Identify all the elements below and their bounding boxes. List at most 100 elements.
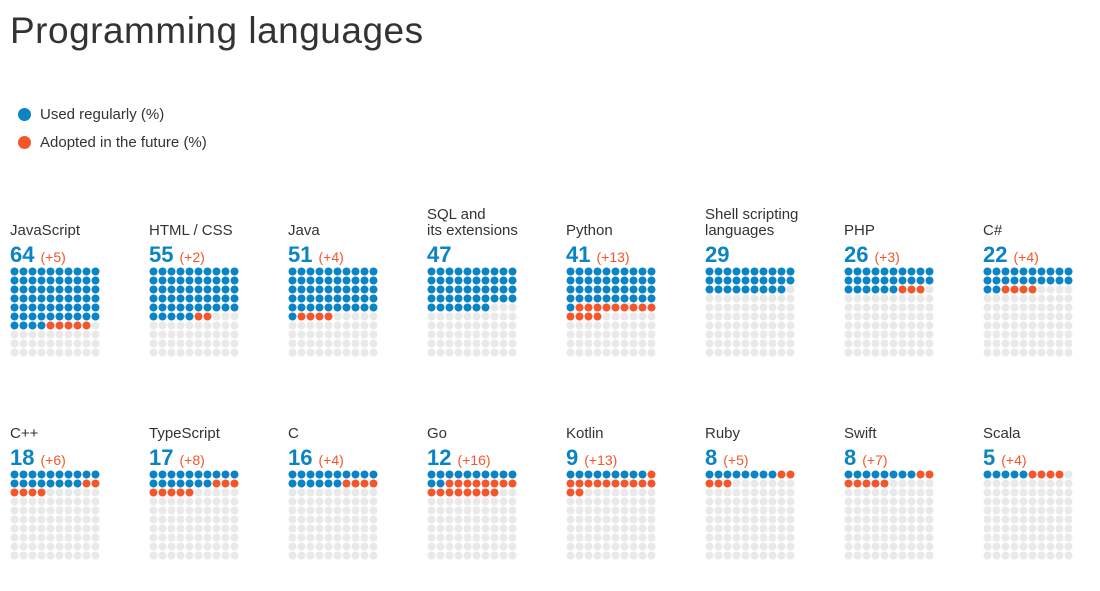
future-dot bbox=[463, 488, 472, 497]
empty-dot bbox=[149, 497, 158, 506]
used-dot bbox=[499, 470, 508, 479]
empty-dot bbox=[777, 330, 786, 339]
empty-dot bbox=[1064, 321, 1073, 330]
legend-item-future: Adopted in the future (%) bbox=[18, 128, 207, 156]
empty-dot bbox=[297, 339, 306, 348]
used-value: 22 bbox=[983, 242, 1008, 267]
empty-dot bbox=[508, 533, 517, 542]
used-dot bbox=[73, 285, 82, 294]
empty-dot bbox=[463, 321, 472, 330]
empty-dot bbox=[862, 551, 871, 560]
empty-dot bbox=[898, 312, 907, 321]
used-dot bbox=[185, 285, 194, 294]
empty-dot bbox=[445, 321, 454, 330]
used-dot bbox=[750, 470, 759, 479]
future-dot bbox=[777, 470, 786, 479]
future-dot bbox=[584, 312, 593, 321]
used-dot bbox=[853, 276, 862, 285]
future-dot bbox=[55, 321, 64, 330]
empty-dot bbox=[611, 506, 620, 515]
empty-dot bbox=[1028, 506, 1037, 515]
used-dot bbox=[297, 294, 306, 303]
empty-dot bbox=[638, 551, 647, 560]
empty-dot bbox=[91, 339, 100, 348]
used-dot bbox=[46, 294, 55, 303]
used-dot bbox=[853, 285, 862, 294]
empty-dot bbox=[1064, 506, 1073, 515]
empty-dot bbox=[1046, 542, 1055, 551]
empty-dot bbox=[1055, 285, 1064, 294]
empty-dot bbox=[158, 330, 167, 339]
used-dot bbox=[369, 294, 378, 303]
empty-dot bbox=[925, 312, 934, 321]
empty-dot bbox=[916, 542, 925, 551]
used-dot bbox=[28, 285, 37, 294]
used-dot bbox=[508, 267, 517, 276]
empty-dot bbox=[1010, 524, 1019, 533]
future-dot bbox=[647, 303, 656, 312]
used-dot bbox=[889, 276, 898, 285]
empty-dot bbox=[360, 506, 369, 515]
empty-dot bbox=[212, 312, 221, 321]
legend-dot-future bbox=[18, 135, 31, 149]
empty-dot bbox=[602, 551, 611, 560]
empty-dot bbox=[1064, 524, 1073, 533]
empty-dot bbox=[1064, 479, 1073, 488]
empty-dot bbox=[158, 339, 167, 348]
empty-dot bbox=[333, 524, 342, 533]
empty-dot bbox=[862, 303, 871, 312]
used-dot bbox=[862, 267, 871, 276]
empty-dot bbox=[1046, 488, 1055, 497]
empty-dot bbox=[898, 551, 907, 560]
empty-dot bbox=[992, 551, 1001, 560]
empty-dot bbox=[1001, 515, 1010, 524]
used-dot bbox=[602, 276, 611, 285]
used-dot bbox=[82, 294, 91, 303]
empty-dot bbox=[221, 339, 230, 348]
used-dot bbox=[167, 285, 176, 294]
language-name: TypeScript bbox=[149, 425, 220, 442]
empty-dot bbox=[853, 488, 862, 497]
used-dot bbox=[369, 276, 378, 285]
used-dot bbox=[167, 479, 176, 488]
empty-dot bbox=[212, 551, 221, 560]
empty-dot bbox=[46, 488, 55, 497]
empty-dot bbox=[499, 515, 508, 524]
empty-dot bbox=[194, 348, 203, 357]
used-dot bbox=[315, 479, 324, 488]
used-dot bbox=[593, 285, 602, 294]
empty-dot bbox=[925, 542, 934, 551]
empty-dot bbox=[176, 321, 185, 330]
used-dot bbox=[73, 294, 82, 303]
used-dot bbox=[28, 267, 37, 276]
future-dot bbox=[46, 321, 55, 330]
empty-dot bbox=[566, 515, 575, 524]
empty-dot bbox=[925, 285, 934, 294]
used-dot bbox=[508, 276, 517, 285]
empty-dot bbox=[212, 330, 221, 339]
empty-dot bbox=[611, 339, 620, 348]
empty-dot bbox=[575, 497, 584, 506]
empty-dot bbox=[454, 551, 463, 560]
used-dot bbox=[880, 276, 889, 285]
language-card: Python 41 (+13) bbox=[566, 223, 696, 357]
used-dot bbox=[297, 276, 306, 285]
used-dot bbox=[705, 276, 714, 285]
used-dot bbox=[436, 294, 445, 303]
future-value: (+4) bbox=[318, 452, 344, 468]
future-dot bbox=[28, 488, 37, 497]
used-dot bbox=[212, 276, 221, 285]
used-dot bbox=[1001, 470, 1010, 479]
empty-dot bbox=[898, 479, 907, 488]
empty-dot bbox=[508, 488, 517, 497]
used-dot bbox=[705, 470, 714, 479]
used-dot bbox=[91, 294, 100, 303]
empty-dot bbox=[871, 348, 880, 357]
empty-dot bbox=[454, 497, 463, 506]
empty-dot bbox=[158, 321, 167, 330]
future-dot bbox=[203, 312, 212, 321]
used-dot bbox=[230, 285, 239, 294]
legend: Used regularly (%) Adopted in the future… bbox=[18, 100, 207, 156]
empty-dot bbox=[306, 524, 315, 533]
empty-dot bbox=[629, 348, 638, 357]
